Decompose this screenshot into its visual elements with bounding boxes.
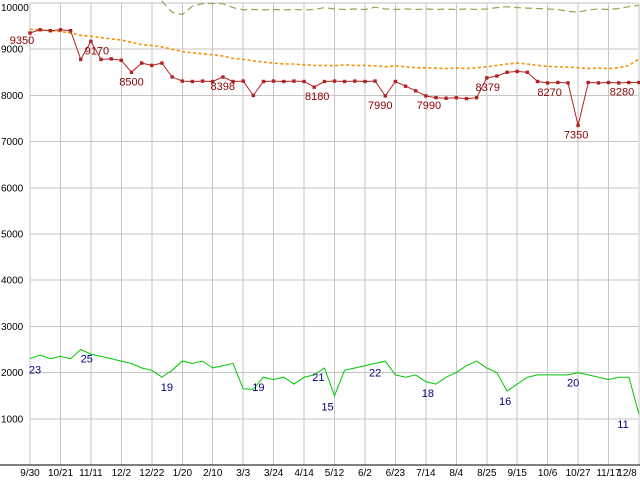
svg-text:4/14: 4/14 — [294, 468, 314, 479]
svg-text:3/3: 3/3 — [236, 468, 250, 479]
svg-text:9/15: 9/15 — [507, 468, 527, 479]
svg-text:11/11: 11/11 — [79, 468, 103, 479]
svg-text:6/23: 6/23 — [386, 468, 406, 479]
svg-text:2000: 2000 — [1, 368, 24, 379]
svg-text:15: 15 — [321, 402, 333, 414]
svg-text:11: 11 — [617, 419, 628, 431]
svg-text:2/10: 2/10 — [203, 468, 223, 479]
svg-text:8398: 8398 — [211, 81, 235, 93]
svg-text:7990: 7990 — [417, 100, 441, 112]
svg-text:6/2: 6/2 — [358, 468, 372, 479]
svg-text:8500: 8500 — [119, 76, 143, 88]
svg-text:18: 18 — [422, 388, 434, 400]
svg-text:6000: 6000 — [1, 183, 24, 194]
svg-text:1000: 1000 — [1, 414, 24, 425]
svg-text:22: 22 — [369, 367, 381, 379]
svg-text:9170: 9170 — [85, 45, 109, 57]
svg-text:8270: 8270 — [537, 87, 561, 99]
svg-text:10/27: 10/27 — [566, 468, 591, 479]
svg-text:3/24: 3/24 — [264, 468, 284, 479]
svg-text:3000: 3000 — [1, 322, 24, 333]
svg-text:8000: 8000 — [1, 91, 24, 102]
svg-text:7000: 7000 — [1, 137, 24, 148]
svg-text:25: 25 — [81, 354, 93, 366]
svg-text:10/6: 10/6 — [538, 468, 558, 479]
svg-text:10000: 10000 — [1, 3, 29, 14]
svg-text:4000: 4000 — [1, 276, 24, 287]
svg-text:8379: 8379 — [476, 82, 500, 94]
svg-text:19: 19 — [161, 382, 173, 394]
svg-text:16: 16 — [499, 396, 511, 408]
svg-text:7350: 7350 — [564, 129, 588, 141]
svg-text:12/2: 12/2 — [112, 468, 132, 479]
svg-text:1/20: 1/20 — [173, 468, 193, 479]
svg-text:9/30: 9/30 — [20, 468, 40, 479]
svg-text:7/14: 7/14 — [416, 468, 436, 479]
svg-text:19: 19 — [252, 382, 264, 394]
svg-text:9350: 9350 — [10, 35, 34, 47]
svg-text:10/21: 10/21 — [48, 468, 73, 479]
svg-text:8180: 8180 — [305, 91, 329, 103]
svg-text:5/12: 5/12 — [325, 468, 345, 479]
svg-text:23: 23 — [29, 365, 41, 377]
svg-text:8/4: 8/4 — [449, 468, 463, 479]
svg-text:21: 21 — [312, 372, 324, 384]
svg-text:12/8: 12/8 — [617, 468, 637, 479]
svg-text:7990: 7990 — [368, 100, 392, 112]
svg-text:12/22: 12/22 — [139, 468, 164, 479]
svg-text:8/25: 8/25 — [477, 468, 497, 479]
svg-text:20: 20 — [567, 378, 579, 390]
svg-text:9000: 9000 — [1, 45, 24, 56]
svg-text:5000: 5000 — [1, 230, 24, 241]
svg-text:11/17: 11/17 — [596, 468, 621, 479]
svg-text:8280: 8280 — [610, 87, 634, 99]
